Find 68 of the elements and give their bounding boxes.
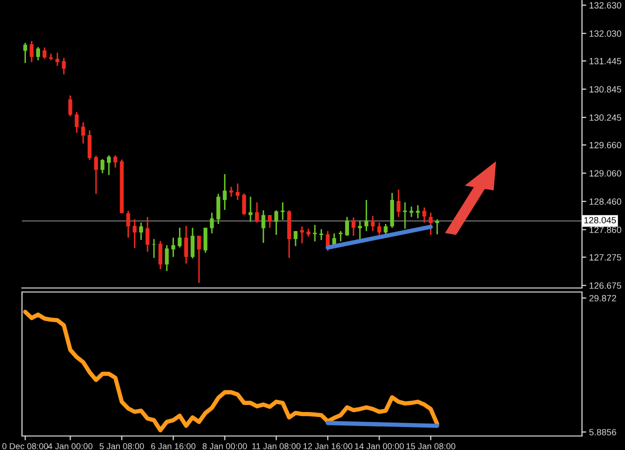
candlestick [30,40,34,63]
x-tick-label: 0 Dec 08:00 [2,443,48,450]
y-tick-label: 131.445 [590,58,622,64]
candlestick [248,196,252,222]
x-tick-label: 15 Jan 08:00 [406,443,456,450]
candlestick [261,210,266,244]
candlestick [36,46,40,61]
y-tick-label: 127.275 [590,254,622,261]
candlestick [210,212,214,234]
y-tick-label: 132.030 [590,30,622,37]
candlestick [178,227,182,248]
x-tick-label: 11 Jan 08:00 [252,443,300,450]
candlestick [364,199,368,232]
x-tick-label: 6 Jan 16:00 [151,443,196,450]
x-tick-label: 8 Jan 00:00 [202,443,247,450]
x-tick-label: 12 Jan 16:00 [304,443,352,450]
candlestick [126,210,130,238]
candlestick [222,173,227,211]
ref-line-label: 128.045 [584,216,616,224]
candlestick [216,193,220,225]
candlestick [152,238,156,259]
candlestick [88,130,92,161]
candlestick [164,244,169,272]
candlestick [370,215,375,232]
candlestick [100,158,104,174]
candlestick [236,182,240,201]
y-tick-label: 126.675 [590,282,622,289]
x-tick-label: 4 Jan 00:00 [48,443,92,450]
candlestick [197,235,201,284]
candlestick [146,216,150,252]
candlestick [190,227,195,260]
y-tick-label: 127.860 [590,226,622,234]
line-series [23,310,440,432]
candlestick [229,186,234,198]
candlestick [384,223,388,236]
x-tick-label: 5 Jan 08:00 [100,443,144,450]
candlestick [294,230,298,247]
candlestick [255,202,259,224]
y-tick-label: 132.630 [590,2,622,9]
candlestick [132,218,137,249]
candlestick [184,225,188,264]
candlestick [171,236,176,258]
candlestick [158,240,162,270]
candlestick [204,227,208,254]
y-tick-label: 130.845 [590,86,622,93]
y-tick-label: 130.245 [590,114,622,121]
candlestick [396,188,400,218]
candlestick [106,154,111,176]
y-tick-label: 5.8856 [589,428,616,436]
candlestick [300,226,304,244]
candlestick [23,42,28,64]
candlestick [81,122,86,144]
y-tick-label: 128.460 [590,198,622,205]
candlestick [113,154,118,168]
candlestick [242,192,246,216]
candlestick [139,222,144,241]
candlestick [94,155,98,195]
candlestick [345,216,349,236]
candlestick [55,52,60,67]
candlestick [42,46,46,60]
candlestick [68,94,72,117]
y-tick-label: 129.660 [590,142,622,148]
x-tick-label: 14 Jan 00:00 [355,443,404,450]
candlestick [352,216,356,236]
y-tick-label: 129.060 [590,170,622,177]
y-tick-label: 29.872 [589,294,616,302]
candlestick [62,57,66,76]
candlestick [435,218,440,236]
